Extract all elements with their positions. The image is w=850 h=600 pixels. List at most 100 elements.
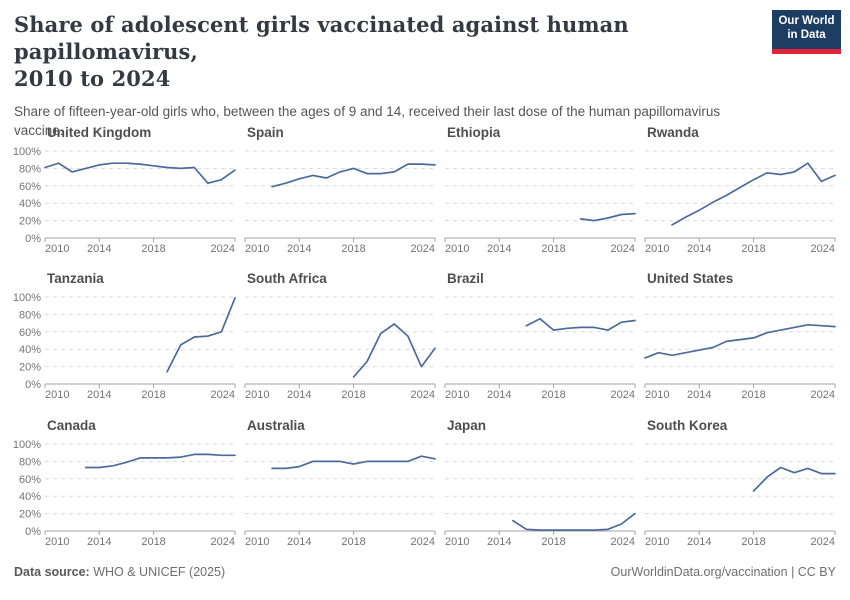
x-tick-label: 2014 [487,243,511,255]
x-tick-label: 2014 [287,536,311,548]
facet-united-kingdom[interactable]: United Kingdom 2010 2014 2018 2024 0% 20% 40% 60… [13,125,236,255]
y-tick-label: 0% [25,526,41,538]
y-tick-label: 20% [19,216,41,228]
facet-title-spain: Spain [247,125,284,140]
facet-brazil[interactable]: Brazil 2010 2014 2018 2024 [444,271,636,401]
x-tick-label: 2014 [87,536,111,548]
x-tick-label: 2014 [287,243,311,255]
x-tick-label: 2024 [211,243,235,255]
facet-canada[interactable]: Canada 2010 2014 2018 2024 0% 20% 40% 60% 80% 100% [13,418,236,548]
line-series-united-states [644,323,836,359]
owid-logo[interactable]: Our World in Data [772,10,841,54]
facet-united-states[interactable]: United States 2010 2014 2018 2024 [644,271,836,401]
x-tick-label: 2014 [287,389,311,401]
facet-rwanda[interactable]: Rwanda 2010 2014 2018 2024 [644,125,836,255]
facet-tanzania[interactable]: Tanzania 2010 2014 2018 2024 0% 20% 40% 60% 80% 10… [13,271,236,401]
line-series-rwanda [671,162,836,226]
x-tick-label: 2024 [811,243,835,255]
y-tick-label: 40% [19,491,41,503]
x-tick-label: 2018 [341,536,365,548]
facet-australia[interactable]: Australia 2010 2014 2018 2024 [244,418,436,548]
x-tick-label: 2014 [487,389,511,401]
y-tick-label: 60% [19,327,41,339]
x-tick-label: 2024 [611,389,635,401]
small-multiples-grid: United Kingdom 2010 2014 2018 2024 0% 20% 40% 60… [13,125,836,548]
chart-footer: Data source: WHO & UNICEF (2025) OurWorl… [14,565,836,579]
facet-south-korea[interactable]: South Korea 2010 2014 2018 2024 [644,418,836,548]
x-tick-label: 2014 [687,243,711,255]
y-tick-label: 20% [19,509,41,521]
facet-title-ethiopia: Ethiopia [447,125,501,140]
x-tick-label: 2024 [211,536,235,548]
x-tick-label: 2018 [141,389,165,401]
x-tick-label: 2010 [45,389,69,401]
line-series-canada [84,453,236,469]
facet-title-united-kingdom: United Kingdom [47,125,151,140]
x-tick-label: 2018 [341,389,365,401]
facet-japan[interactable]: Japan 2010 2014 2018 2024 [444,418,636,548]
line-series-spain [271,163,436,188]
y-tick-label: 40% [19,344,41,356]
y-tick-label: 100% [13,439,41,451]
x-tick-label: 2024 [811,389,835,401]
facet-title-japan: Japan [447,418,486,433]
line-series-united-kingdom [44,162,236,185]
facet-title-brazil: Brazil [447,271,484,286]
x-tick-label: 2010 [645,536,669,548]
x-tick-label: 2018 [141,243,165,255]
x-tick-label: 2018 [541,536,565,548]
facet-title-south-africa: South Africa [247,271,327,286]
line-series-south-korea [752,466,836,492]
x-tick-label: 2018 [741,243,765,255]
x-tick-label: 2014 [687,536,711,548]
x-tick-label: 2024 [611,536,635,548]
x-tick-label: 2014 [487,536,511,548]
facet-title-canada: Canada [47,418,96,433]
x-tick-label: 2010 [45,536,69,548]
attribution-link[interactable]: OurWorldinData.org/vaccination | CC BY [610,565,836,579]
data-source-label: Data source: [14,565,90,579]
facet-title-tanzania: Tanzania [47,271,104,286]
y-tick-label: 60% [19,474,41,486]
x-tick-label: 2024 [411,243,435,255]
facet-south-africa[interactable]: South Africa 2010 2014 2018 2024 [244,271,436,401]
x-tick-label: 2014 [687,389,711,401]
y-tick-label: 80% [19,309,41,321]
x-tick-label: 2024 [211,389,235,401]
x-tick-label: 2010 [245,389,269,401]
y-tick-label: 20% [19,362,41,374]
y-tick-label: 80% [19,456,41,468]
facet-ethiopia[interactable]: Ethiopia 2010 2014 2018 2024 [444,125,636,255]
owid-logo-line1: Our World [778,15,835,27]
y-tick-label: 0% [25,233,41,245]
x-tick-label: 2010 [245,243,269,255]
line-series-south-africa [352,323,436,378]
x-tick-label: 2010 [45,243,69,255]
x-tick-label: 2018 [341,243,365,255]
facet-spain[interactable]: Spain 2010 2014 2018 2024 [244,125,436,255]
y-tick-label: 100% [13,146,41,158]
y-tick-label: 60% [19,181,41,193]
x-tick-label: 2010 [645,243,669,255]
data-source: Data source: WHO & UNICEF (2025) [14,565,225,579]
line-series-japan [512,512,636,531]
line-series-tanzania [166,297,236,373]
x-tick-label: 2024 [411,536,435,548]
x-tick-label: 2018 [741,536,765,548]
facet-title-australia: Australia [247,418,305,433]
facet-title-south-korea: South Korea [647,418,728,433]
x-tick-label: 2014 [87,243,111,255]
x-tick-label: 2018 [741,389,765,401]
line-series-australia [271,455,436,470]
y-tick-label: 80% [19,163,41,175]
owid-logo-line2: in Data [787,28,826,41]
chart-subtitle: Share of fifteen-year-old girls who, bet… [14,103,721,139]
chart-title-line1: Share of adolescent girls vaccinated aga… [14,12,629,64]
x-tick-label: 2010 [245,536,269,548]
y-tick-label: 0% [25,379,41,391]
facet-title-united-states: United States [647,271,733,286]
x-tick-label: 2024 [811,536,835,548]
facet-title-rwanda: Rwanda [647,125,699,140]
x-tick-label: 2010 [445,536,469,548]
line-series-ethiopia [579,212,636,222]
